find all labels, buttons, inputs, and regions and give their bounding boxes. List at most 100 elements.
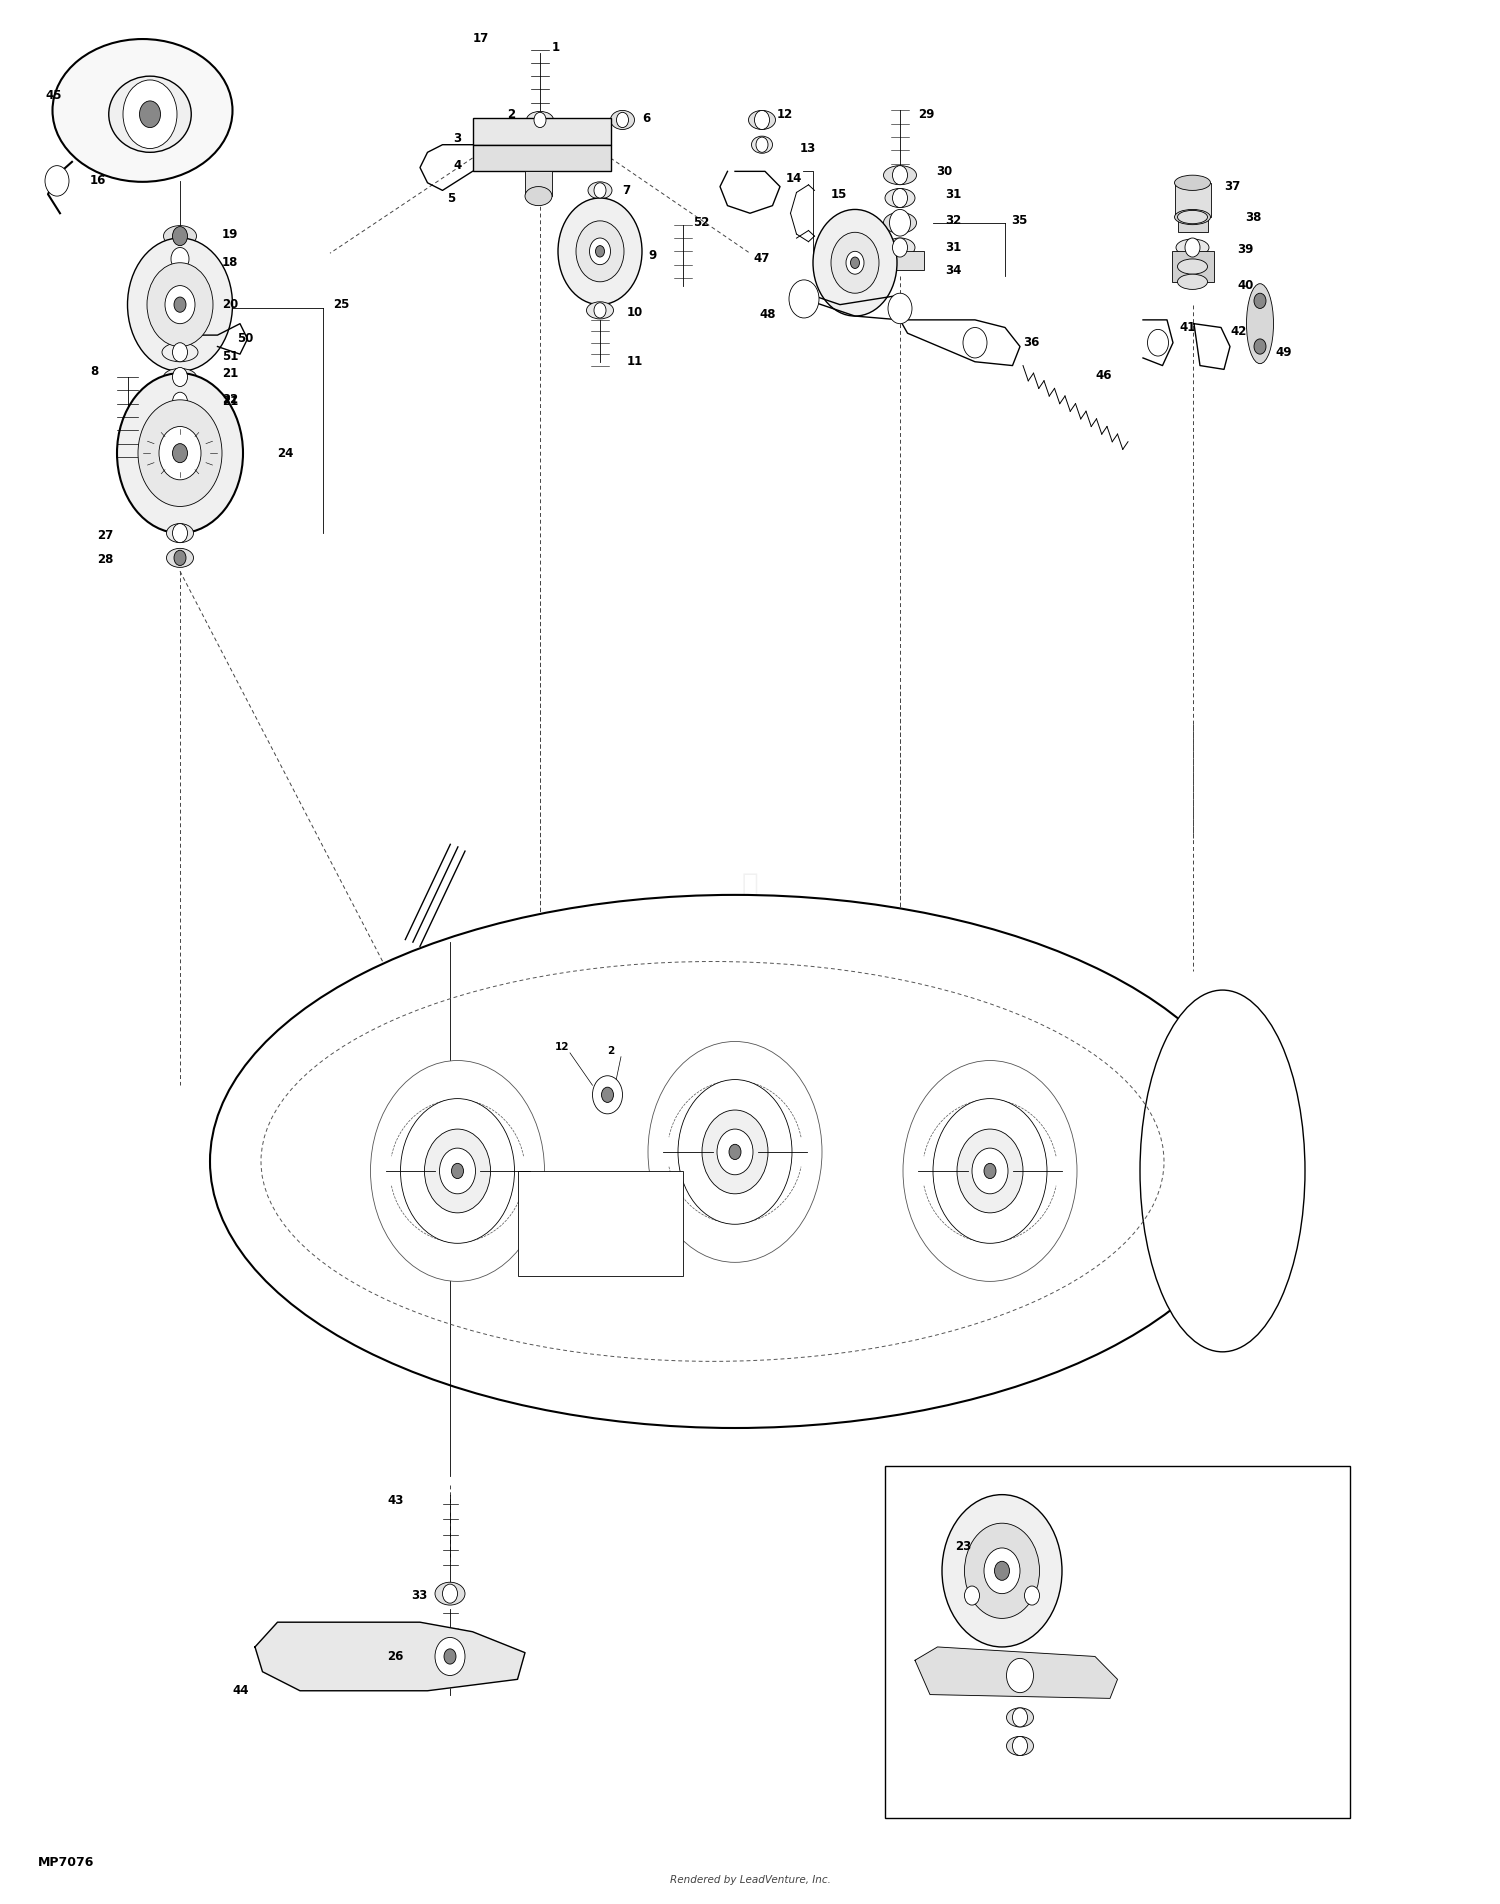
Circle shape	[972, 1148, 1008, 1194]
Text: 39: 39	[1238, 244, 1254, 255]
Ellipse shape	[748, 110, 776, 129]
Bar	[472, 118, 610, 145]
Text: 37: 37	[1224, 181, 1240, 192]
Text: 33: 33	[411, 1590, 428, 1601]
Text: 5: 5	[447, 192, 456, 204]
Text: 24: 24	[278, 447, 294, 459]
Circle shape	[892, 188, 908, 208]
Text: 21: 21	[222, 367, 238, 379]
Circle shape	[756, 137, 768, 152]
Circle shape	[846, 251, 864, 274]
Circle shape	[1148, 329, 1168, 356]
Ellipse shape	[158, 248, 203, 270]
Text: 20: 20	[222, 299, 238, 310]
Ellipse shape	[610, 110, 634, 129]
Text: 8: 8	[90, 366, 99, 377]
Text: 43: 43	[387, 1495, 404, 1506]
Ellipse shape	[1140, 990, 1305, 1352]
Bar	[518, 1171, 682, 1276]
Circle shape	[592, 1076, 622, 1114]
Circle shape	[888, 293, 912, 324]
Ellipse shape	[164, 369, 196, 385]
Ellipse shape	[1174, 175, 1210, 190]
Text: 9: 9	[648, 249, 657, 261]
Ellipse shape	[166, 524, 194, 543]
Circle shape	[558, 198, 642, 305]
Ellipse shape	[885, 188, 915, 208]
Bar	[1178, 217, 1208, 232]
Text: 19: 19	[222, 228, 238, 240]
Circle shape	[534, 112, 546, 128]
Circle shape	[717, 1129, 753, 1175]
Text: 25: 25	[333, 299, 350, 310]
Bar	[885, 1466, 1350, 1818]
Circle shape	[147, 263, 213, 347]
Text: 28: 28	[98, 554, 114, 565]
Bar	[525, 171, 552, 196]
Text: 12: 12	[777, 109, 794, 120]
Text: 7: 7	[622, 185, 630, 196]
Circle shape	[994, 1561, 1010, 1580]
Text: 13: 13	[800, 143, 816, 154]
Circle shape	[602, 1087, 613, 1102]
Circle shape	[424, 1129, 490, 1213]
Text: 1: 1	[552, 42, 560, 53]
Text: MP7076: MP7076	[38, 1856, 94, 1868]
Circle shape	[400, 1099, 514, 1243]
Ellipse shape	[1178, 211, 1208, 225]
Text: 3: 3	[453, 133, 460, 145]
Circle shape	[594, 183, 606, 198]
Bar	[1174, 183, 1210, 217]
Text: 🔥: 🔥	[741, 872, 759, 899]
Text: 32: 32	[945, 215, 962, 227]
Circle shape	[648, 1041, 822, 1262]
Circle shape	[789, 280, 819, 318]
Ellipse shape	[1178, 274, 1208, 289]
Text: 2: 2	[608, 1045, 615, 1057]
Circle shape	[933, 1099, 1047, 1243]
Circle shape	[172, 227, 188, 246]
Circle shape	[892, 166, 908, 185]
Circle shape	[172, 367, 188, 387]
Text: 48: 48	[759, 308, 776, 320]
Text: 22: 22	[222, 394, 238, 406]
Circle shape	[140, 101, 160, 128]
Text: 35: 35	[1011, 215, 1028, 227]
Text: Rendered by LeadVenture, Inc.: Rendered by LeadVenture, Inc.	[669, 1875, 831, 1885]
Circle shape	[963, 327, 987, 358]
Ellipse shape	[1174, 209, 1210, 225]
Text: 47: 47	[753, 253, 770, 265]
Ellipse shape	[162, 343, 198, 362]
Circle shape	[813, 209, 897, 316]
Ellipse shape	[435, 1582, 465, 1605]
Ellipse shape	[526, 110, 554, 129]
Bar	[1172, 251, 1214, 282]
Circle shape	[984, 1163, 996, 1179]
Circle shape	[172, 343, 188, 362]
Ellipse shape	[164, 392, 196, 411]
Circle shape	[678, 1080, 792, 1224]
Circle shape	[165, 286, 195, 324]
Circle shape	[702, 1110, 768, 1194]
Circle shape	[435, 1637, 465, 1676]
Text: 52: 52	[693, 217, 709, 228]
Text: 38: 38	[1245, 211, 1262, 223]
Text: 44: 44	[232, 1685, 249, 1696]
Circle shape	[171, 248, 189, 270]
Circle shape	[174, 297, 186, 312]
Circle shape	[117, 373, 243, 533]
Ellipse shape	[885, 238, 915, 257]
Text: 2: 2	[507, 109, 515, 120]
Text: 17: 17	[472, 32, 489, 44]
Ellipse shape	[588, 183, 612, 198]
Circle shape	[890, 209, 910, 236]
Text: 49: 49	[1275, 347, 1292, 358]
Text: 46: 46	[1095, 369, 1112, 381]
Text: 45: 45	[45, 89, 62, 101]
Text: 41: 41	[1179, 322, 1196, 333]
Bar	[472, 145, 610, 171]
Circle shape	[616, 112, 628, 128]
Text: LEADVENTURE: LEADVENTURE	[602, 935, 897, 969]
Ellipse shape	[1007, 1736, 1034, 1755]
Text: 6: 6	[642, 112, 651, 124]
